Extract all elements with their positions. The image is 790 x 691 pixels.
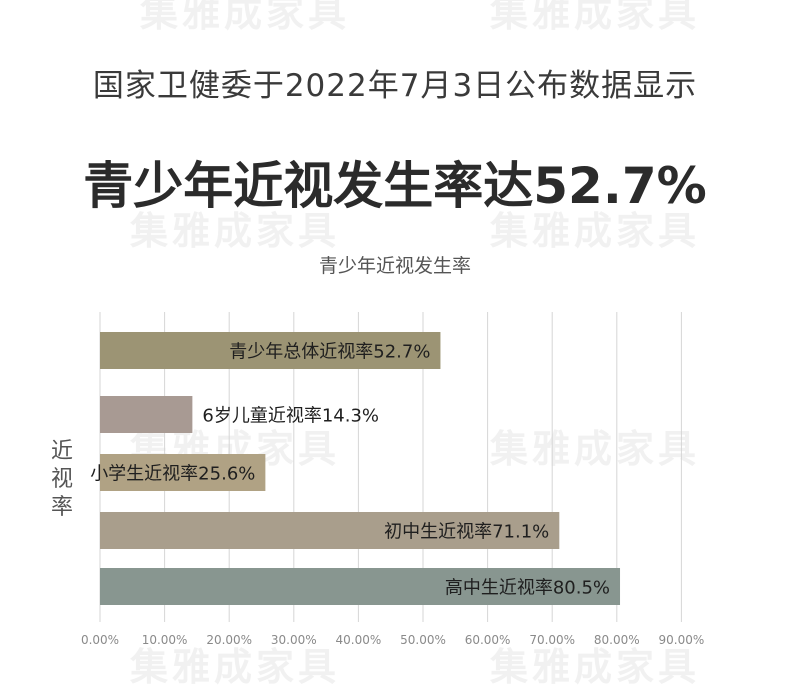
big-title: 青少年近视发生率达52.7% bbox=[83, 157, 707, 215]
headline: 国家卫健委于2022年7月3日公布数据显示 bbox=[92, 68, 698, 104]
y-axis-label: 视 bbox=[51, 467, 73, 492]
bar bbox=[100, 512, 560, 549]
bar-label: 高中生近视率80.5% bbox=[445, 578, 610, 599]
bar-label: 小学生近视率25.6% bbox=[90, 464, 255, 485]
x-tick-label: 70.00% bbox=[529, 633, 575, 647]
watermark: 集雅成家具 bbox=[490, 209, 701, 253]
bar-label: 初中生近视率71.1% bbox=[384, 522, 549, 543]
x-tick-label: 30.00% bbox=[271, 633, 317, 647]
watermark: 集雅成家具 bbox=[130, 209, 341, 253]
watermark: 集雅成家具 bbox=[140, 0, 351, 35]
y-axis-label: 近 bbox=[51, 439, 73, 464]
x-tick-label: 50.00% bbox=[400, 633, 446, 647]
bar-label: 6岁儿童近视率14.3% bbox=[202, 406, 379, 427]
bar bbox=[100, 454, 266, 491]
watermark: 集雅成家具 bbox=[490, 0, 701, 35]
chart-title: 青少年近视发生率 bbox=[319, 255, 471, 277]
x-tick-label: 90.00% bbox=[659, 633, 705, 647]
x-tick-label: 40.00% bbox=[336, 633, 382, 647]
watermark: 集雅成家具 bbox=[490, 427, 701, 471]
x-tick-label: 20.00% bbox=[206, 633, 252, 647]
y-axis-label: 率 bbox=[51, 495, 73, 520]
x-tick-label: 80.00% bbox=[594, 633, 640, 647]
bar bbox=[100, 332, 441, 369]
bar bbox=[100, 396, 193, 433]
x-tick-label: 0.00% bbox=[81, 633, 119, 647]
x-tick-label: 10.00% bbox=[142, 633, 188, 647]
bar bbox=[100, 568, 621, 605]
x-tick-label: 60.00% bbox=[465, 633, 511, 647]
bar-label: 青少年总体近视率52.7% bbox=[229, 342, 430, 363]
